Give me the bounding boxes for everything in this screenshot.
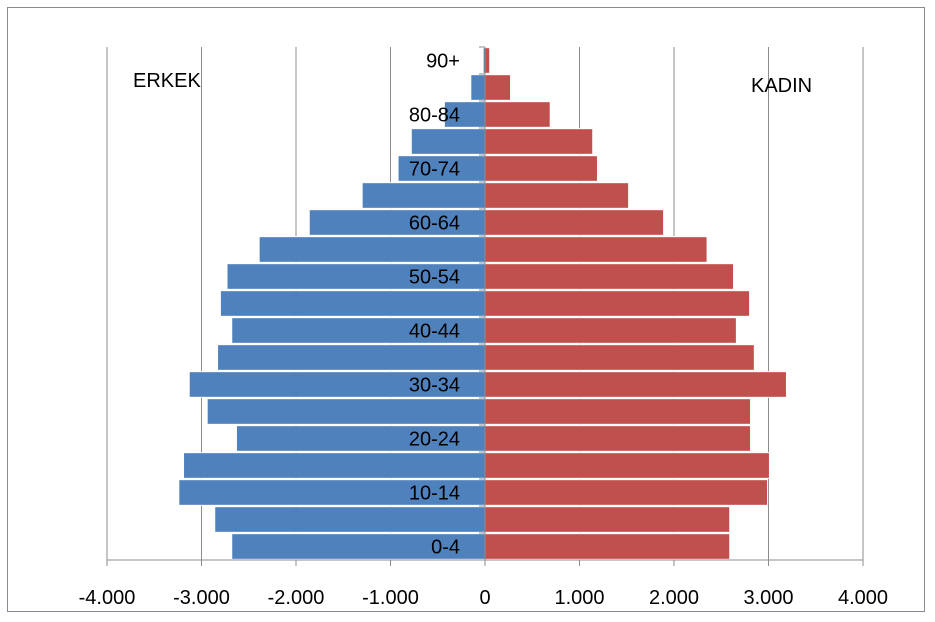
x-tick-label: 1.000 <box>554 587 604 609</box>
bar-erkek-10-14 <box>178 479 486 506</box>
x-tick-labels: -4.000 -3.000 -2.000 -1.000 0 1.000 2.000 3.000… <box>79 587 888 609</box>
bar-kadin-60-64 <box>484 209 665 236</box>
bar-kadin-15-19 <box>484 452 770 479</box>
bar-erkek-50-54 <box>226 263 486 290</box>
bar-kadin-75-79 <box>484 128 594 155</box>
category-label: 80-84 <box>409 105 460 127</box>
annotation-kadin: KADIN <box>751 75 812 97</box>
axes <box>106 46 864 566</box>
bar-erkek-20-24 <box>235 425 486 452</box>
bar-kadin-80-84 <box>484 101 551 128</box>
bar-erkek-40-44 <box>231 317 486 344</box>
bar-kadin-90+ <box>484 47 491 74</box>
bar-erkek-75-79 <box>410 128 486 155</box>
bar-erkek-25-29 <box>206 398 486 425</box>
bar-erkek-0-4 <box>231 533 486 560</box>
category-label: 50-54 <box>409 267 460 289</box>
x-tick-label: 3.000 <box>743 587 793 609</box>
category-label: 60-64 <box>409 213 460 235</box>
bar-erkek-65-69 <box>361 182 486 209</box>
bar-kadin-5-9 <box>484 506 731 533</box>
category-label: 40-44 <box>409 321 460 343</box>
x-tick-label: -3.000 <box>173 587 230 609</box>
bar-erkek-45-49 <box>219 290 486 317</box>
category-labels: 0-4 10-14 20-24 30-34 40-44 50-54 60-64 70-74 80… <box>409 51 460 559</box>
bar-kadin-10-14 <box>484 479 769 506</box>
annotation-erkek: ERKEK <box>133 70 201 92</box>
category-label: 20-24 <box>409 429 460 451</box>
bar-erkek-85-89 <box>470 74 486 101</box>
x-tick-label: -4.000 <box>79 587 136 609</box>
bar-kadin-65-69 <box>484 182 630 209</box>
bar-erkek-80-84 <box>443 101 486 128</box>
bar-kadin-30-34 <box>484 371 787 398</box>
bar-kadin-50-54 <box>484 263 735 290</box>
category-label: 0-4 <box>431 537 460 559</box>
bar-kadin-85-89 <box>484 74 512 101</box>
category-label: 90+ <box>426 51 460 73</box>
bar-kadin-45-49 <box>484 290 751 317</box>
category-label: 70-74 <box>409 159 460 181</box>
bar-erkek-60-64 <box>308 209 486 236</box>
bar-kadin-20-24 <box>484 425 752 452</box>
bar-kadin-25-29 <box>484 398 752 425</box>
bar-kadin-55-59 <box>484 236 708 263</box>
bars <box>178 47 787 560</box>
bar-erkek-5-9 <box>214 506 486 533</box>
bar-erkek-70-74 <box>397 155 486 182</box>
bar-erkek-30-34 <box>188 371 486 398</box>
bar-erkek-15-19 <box>183 452 486 479</box>
x-tick-label: 4.000 <box>838 587 888 609</box>
x-tick-label: 2.000 <box>649 587 699 609</box>
bar-erkek-35-39 <box>217 344 486 371</box>
category-label: 10-14 <box>409 483 460 505</box>
x-tick-label: -1.000 <box>362 587 419 609</box>
bar-kadin-70-74 <box>484 155 598 182</box>
x-tick-label: -2.000 <box>268 587 325 609</box>
bar-erkek-55-59 <box>258 236 486 263</box>
bar-kadin-0-4 <box>484 533 731 560</box>
bar-kadin-35-39 <box>484 344 755 371</box>
x-tick-label: 0 <box>479 587 490 609</box>
bar-kadin-40-44 <box>484 317 737 344</box>
category-label: 30-34 <box>409 375 460 397</box>
